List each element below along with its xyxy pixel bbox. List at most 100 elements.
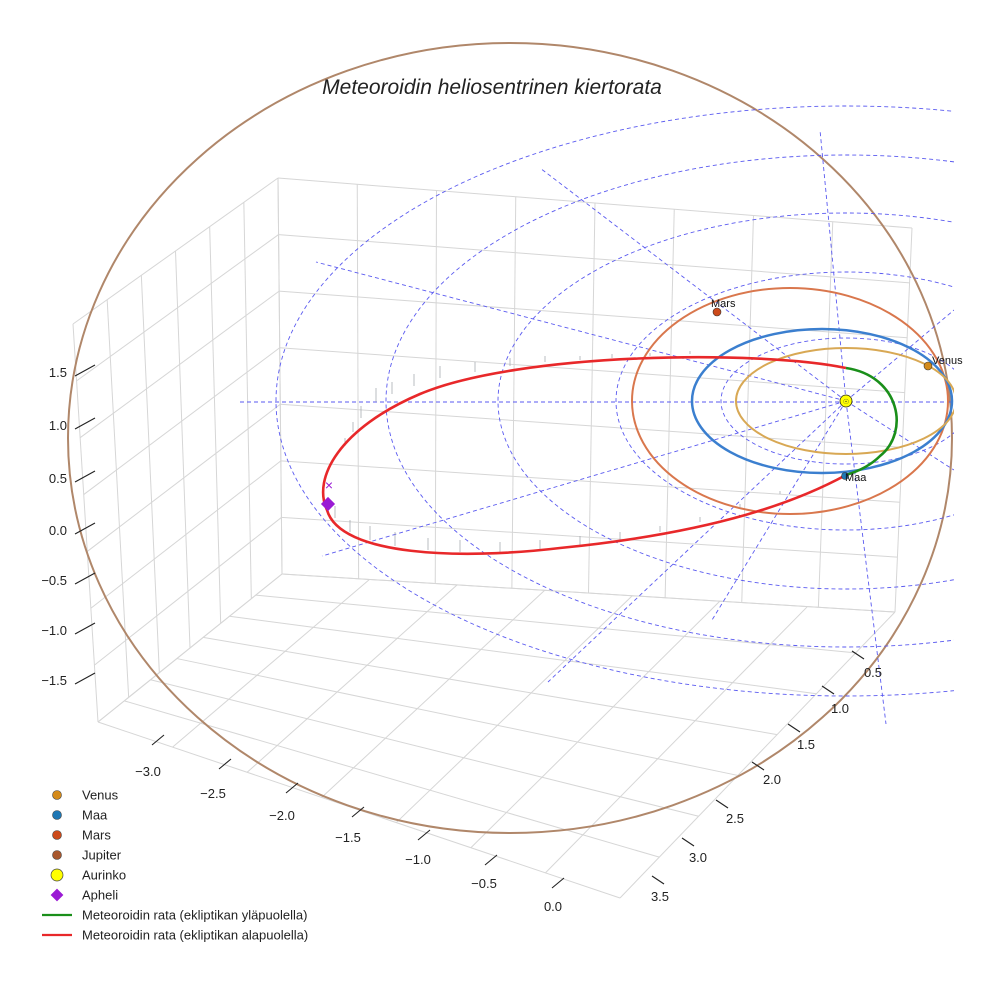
ecliptic-ring [497,212,954,590]
grid-line [176,658,738,776]
z-tick-mark [74,572,96,585]
grid-line [243,202,252,599]
y-tick-mark [851,650,865,660]
grid-line [279,347,905,394]
venus-marker [923,361,933,371]
y-tick-label: 3.0 [689,850,707,865]
meteoroid-orbit-below-ecliptic [321,355,847,556]
y-tick-mark [751,761,765,771]
grid-line [203,636,778,736]
grid-line [664,209,675,598]
ecliptic-spoke [547,400,847,683]
orbits-layer [67,42,954,834]
z-tick-mark [74,672,96,685]
grid-line [817,221,834,608]
x-tick-mark [151,734,165,746]
grid-line [894,227,913,613]
grid-line [356,184,360,579]
earth-marker [841,472,849,480]
grid-line [511,196,517,589]
grid-line [281,516,898,558]
z-tick-label: 1.0 [49,418,67,433]
grid-line [86,403,281,552]
z-tick-mark [74,417,96,430]
sun-marker [839,394,853,408]
x-tick-label: −0.5 [471,876,497,891]
y-tick-label: 0.5 [864,665,882,680]
grid-line [209,226,222,624]
x-tick-mark [417,829,431,841]
grid-line [97,573,283,723]
venus-orbit [735,347,954,455]
legend: Venus Maa Mars Jupiter Aurinko Apheli Meteoroi… [42,788,308,943]
ecliptic-spoke [845,400,954,471]
y-tick-label: 2.0 [763,772,781,787]
y-tick-mark [681,837,695,847]
venus-label: Venus [932,355,963,367]
grid-line [94,517,282,666]
ecliptic-ring [385,154,954,648]
grid-line [90,460,282,609]
z-tick-mark [74,470,96,483]
y-tick-label: 1.5 [797,737,815,752]
y-tick-label: 2.5 [726,811,744,826]
grid-line [545,606,808,874]
sun-symbol: ☉ [843,398,849,406]
grid-line [278,234,910,284]
ecliptic-ring [275,105,954,697]
grid-line [72,177,279,325]
z-tick-mark [74,364,96,377]
z-tick-label: −1.0 [41,623,67,638]
grid-line [150,679,699,817]
grid-line [395,595,633,823]
axis-grid [72,177,913,899]
x-tick-label: −1.0 [405,852,431,867]
x-tick-mark [351,806,365,818]
legend-marker [52,790,62,800]
ecliptic-ring [720,337,954,465]
y-axis-ticks: 0.5 1.0 1.5 2.0 2.5 3.0 3.5 [651,650,882,904]
ecliptic-spoke [321,400,847,557]
z-tick-label: 0.5 [49,471,67,486]
jupiter-orbit [67,42,953,834]
grid-line [321,589,546,798]
grid-line [588,202,596,594]
x-tick-label: −2.5 [200,786,226,801]
ecliptic-spoke [315,261,847,402]
mars-orbit [631,287,949,515]
earth-label: Maa [845,472,867,484]
legend-marker [52,830,62,840]
y-tick-mark [821,685,835,695]
legend-marker [50,888,64,902]
ecliptic-spoke [819,129,847,402]
legend-label: Meteoroidin rata (ekliptikan alapuolella… [82,928,308,943]
grid-line [106,299,130,698]
z-tick-label: −1.5 [41,673,67,688]
ecliptic-grid [240,105,954,725]
legend-label: Meteoroidin rata (ekliptikan yläpuolella… [82,908,307,923]
grid-line [281,573,896,613]
grid-line [246,584,458,773]
legend-label: Apheli [82,888,118,903]
ecliptic-spoke [539,167,847,402]
grid-line [76,234,279,382]
x-tick-label: −1.5 [335,830,361,845]
grid-line [124,700,660,858]
x-axis-ticks: −3.0 −2.5 −2.0 −1.5 −1.0 −0.5 0.0 [135,734,565,914]
meteoroid-orbit-above-ecliptic [845,366,898,477]
grid-line [741,215,754,603]
grid-line [172,579,370,748]
legend-label: Mars [82,828,111,843]
projection-stems [334,351,781,552]
legend-label: Venus [82,788,119,803]
ecliptic-ring [615,271,954,531]
y-tick-mark [715,799,729,809]
y-tick-label: 1.0 [831,701,849,716]
ecliptic-spoke [845,400,887,725]
grid-line [140,275,160,673]
aphelion-marker [320,496,336,512]
z-tick-label: 0.0 [49,523,67,538]
x-tick-label: −2.0 [269,808,295,823]
z-tick-label: 1.5 [49,365,67,380]
